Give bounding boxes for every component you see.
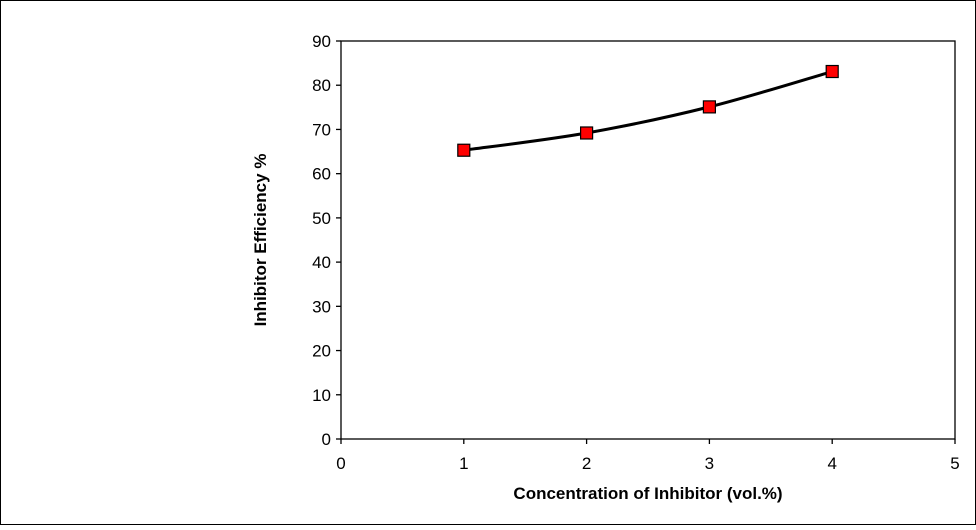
y-axis-ticks: 0 10 20 30 40 50 60 70 80 90 xyxy=(312,32,341,449)
x-tick-label: 4 xyxy=(827,454,836,473)
y-tick-label: 0 xyxy=(322,430,331,449)
x-tick-label: 3 xyxy=(705,454,714,473)
y-axis-title: Inhibitor Efficiency % xyxy=(251,154,270,327)
data-point-marker xyxy=(457,143,471,157)
x-axis-title: Concentration of Inhibitor (vol.%) xyxy=(513,484,782,503)
y-tick-label: 80 xyxy=(312,76,331,95)
y-tick-label: 30 xyxy=(312,297,331,316)
y-tick-label: 70 xyxy=(312,120,331,139)
y-tick-label: 20 xyxy=(312,342,331,361)
plot-area-border xyxy=(340,40,956,440)
data-point-marker xyxy=(579,126,594,140)
series-layer xyxy=(457,64,839,157)
y-tick-label: 50 xyxy=(312,209,331,228)
series-line xyxy=(463,70,833,152)
y-tick-label: 10 xyxy=(312,386,331,405)
data-point-marker xyxy=(702,100,717,114)
data-point-marker xyxy=(825,64,839,79)
x-tick-label: 5 xyxy=(950,454,959,473)
y-tick-label: 40 xyxy=(312,253,331,272)
x-tick-label: 2 xyxy=(582,454,591,473)
x-tick-label: 0 xyxy=(336,454,345,473)
y-tick-label: 90 xyxy=(312,32,331,51)
x-tick-label: 1 xyxy=(459,454,468,473)
x-axis-ticks: 0 1 2 3 4 5 xyxy=(336,439,960,473)
y-tick-label: 60 xyxy=(312,165,331,184)
